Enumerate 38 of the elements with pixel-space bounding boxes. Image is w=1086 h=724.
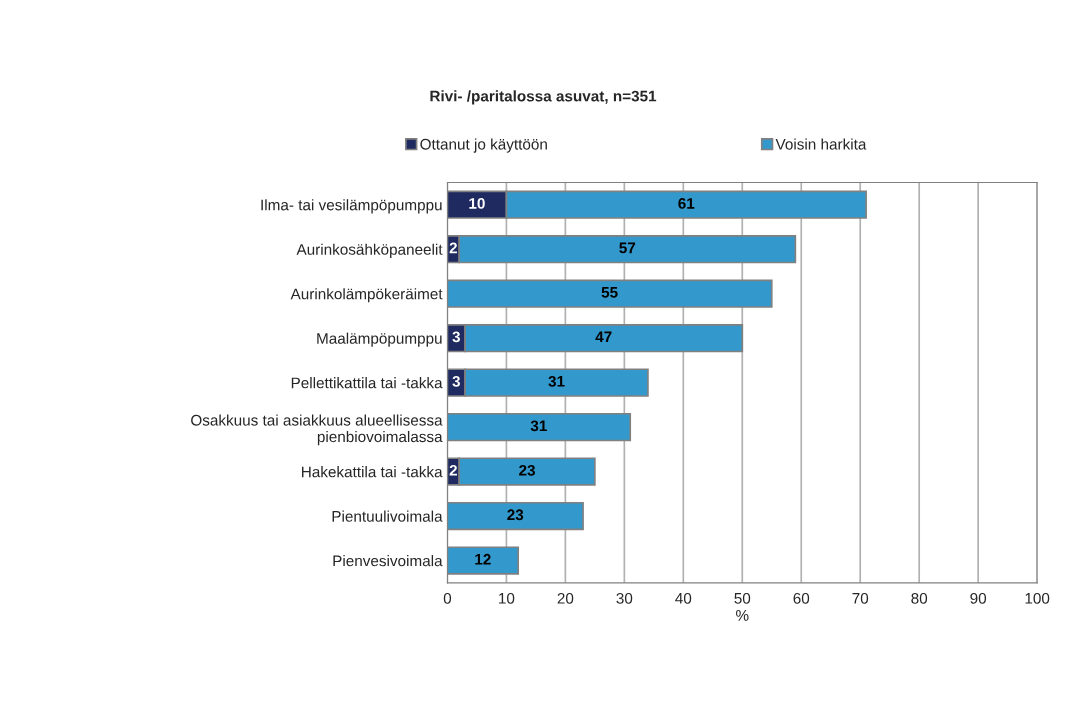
y-tick-label: Aurinkolämpökeräimet xyxy=(290,288,443,303)
chart-title: Rivi- /paritalossa asuvat, n=351 xyxy=(430,90,657,105)
x-tick-label: 80 xyxy=(911,592,928,604)
data-label: 3 xyxy=(452,331,460,343)
data-label: 47 xyxy=(595,331,612,343)
x-tick-label: 10 xyxy=(499,592,515,604)
x-tick-label: 20 xyxy=(557,592,574,604)
x-tick-label: 40 xyxy=(675,592,692,604)
x-tick-label: 30 xyxy=(616,592,633,604)
x-axis-title: % xyxy=(736,610,749,621)
y-tick-label: Maalämpöpumppu xyxy=(317,332,442,347)
x-tick-label: 100 xyxy=(1025,592,1050,604)
x-tick-label: 60 xyxy=(793,592,810,604)
y-tick-label: Osakkuus tai asiakkuus alueellisessa pienbiovoimalassa xyxy=(191,414,443,446)
data-label: 23 xyxy=(519,464,535,476)
data-label: 12 xyxy=(475,553,491,565)
y-tick-label: Ilma- tai vesilämpöpumppu xyxy=(261,199,442,214)
data-label: 55 xyxy=(601,287,618,298)
x-tick-label: 70 xyxy=(852,592,869,604)
x-tick-label: 50 xyxy=(734,592,751,604)
data-label: 31 xyxy=(530,420,547,432)
legend-label: Voisin harkita xyxy=(775,138,867,150)
legend-label: Ottanut jo käyttöön xyxy=(420,138,547,153)
y-tick-label: Hakekattila tai -takka xyxy=(302,466,443,478)
data-label: 10 xyxy=(469,197,485,209)
y-tick-label: Aurinkosähköpaneelit xyxy=(296,243,443,258)
y-tick-label: Pienvesivoimala xyxy=(333,555,443,567)
x-tick-label: 0 xyxy=(443,592,452,604)
data-label: 57 xyxy=(619,242,636,254)
data-label: 23 xyxy=(507,509,524,521)
y-tick-label: Pellettikattila tai -takka xyxy=(291,377,443,389)
data-label: 2 xyxy=(449,242,457,254)
data-label: 31 xyxy=(548,375,565,387)
data-label: 61 xyxy=(678,197,695,209)
data-label: 3 xyxy=(452,375,460,387)
data-label: 2 xyxy=(449,464,457,476)
x-tick-label: 90 xyxy=(970,592,987,604)
y-tick-label: Pientuulivoimala xyxy=(332,510,443,522)
